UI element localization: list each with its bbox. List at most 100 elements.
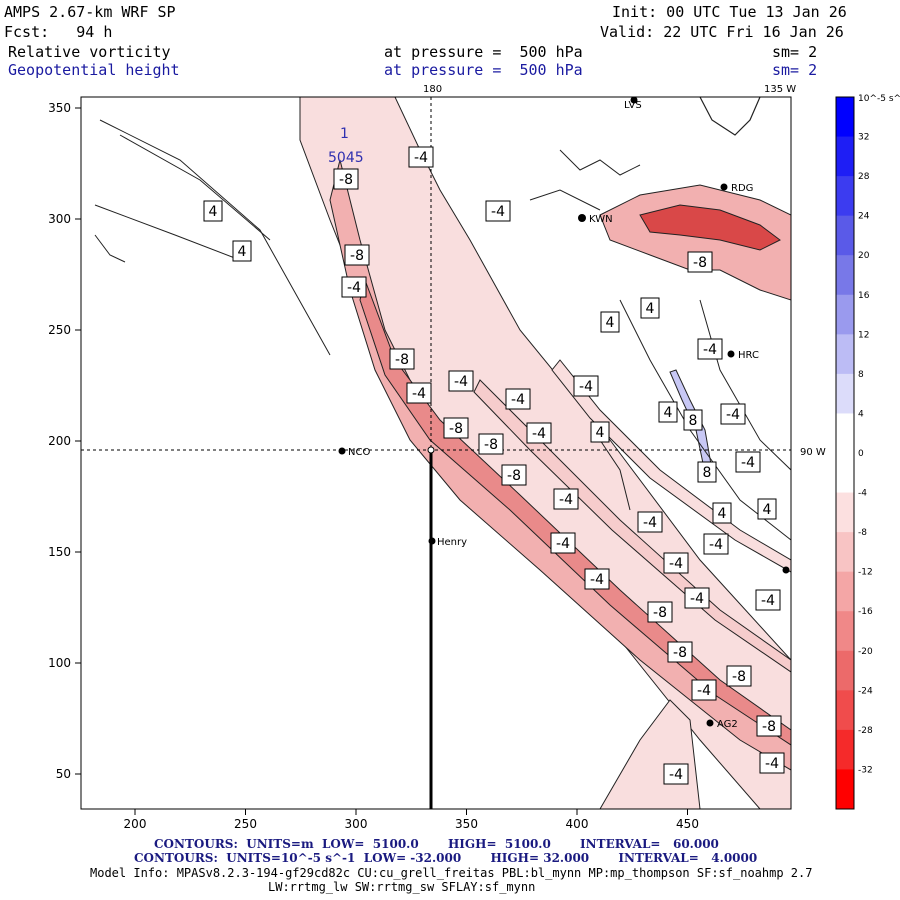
contour-label-text: 4 <box>209 204 218 220</box>
contour-label-text: -8 <box>762 719 776 735</box>
contour-label-text: -4 <box>532 426 546 442</box>
height-label-1: 1 <box>340 126 349 142</box>
y-tick-label: 150 <box>48 545 71 559</box>
colorbar-tick-label: 0 <box>858 449 864 459</box>
contour-label-text: 4 <box>664 405 673 421</box>
colorbar-swatch <box>836 690 854 731</box>
contour-label-text: -8 <box>693 255 707 271</box>
station-lvs-label: LVS <box>624 100 642 111</box>
label-90w: 90 W <box>800 447 826 458</box>
field1-smoothing: sm= 2 <box>772 43 818 61</box>
y-tick-label: 300 <box>48 212 71 226</box>
contour-label-box <box>697 338 723 360</box>
contour-label-box <box>647 601 673 623</box>
contour-label-box <box>697 461 717 483</box>
contour-label-box <box>406 382 432 404</box>
colorbar-tick-label: 4 <box>858 409 864 419</box>
station-henry-label: Henry <box>437 537 467 548</box>
colorbar-swatch <box>836 453 854 494</box>
contour-label-box <box>757 498 777 520</box>
x-tick-label: 250 <box>234 817 257 831</box>
station-kwn-label: KWN <box>589 214 613 225</box>
colorbar: 32 28 24 20 16 12 8 4 0 -4 -8 -12 -16 -20 -24 -28 -32 <box>835 96 873 810</box>
contour-label-text: 4 <box>646 301 655 317</box>
contour-label-box <box>600 311 620 333</box>
neg-vorticity-core <box>359 278 791 746</box>
contour-label-box <box>478 433 504 455</box>
contour-label-box <box>573 375 599 397</box>
x-tick-label: 400 <box>566 817 589 831</box>
colorbar-swatch <box>836 176 854 217</box>
stations: NCO Henry KWN RDG HRC AG2 LVS <box>338 96 790 730</box>
colorbar-tick-label: 28 <box>858 172 870 182</box>
contour-label-box <box>667 641 693 663</box>
colorbar-frame <box>835 96 855 810</box>
field2-name: Geopotential height <box>8 61 180 79</box>
contour-label-text: -8 <box>653 605 667 621</box>
contour-label-box <box>684 587 710 609</box>
contour-label-text: 4 <box>606 315 615 331</box>
contour-label-text: -4 <box>643 515 657 531</box>
contour-label-box <box>683 409 703 431</box>
contour-label-box <box>712 502 732 524</box>
plot-frame <box>80 96 792 810</box>
contour-label-box <box>443 417 469 439</box>
colorbar-swatch <box>836 136 854 177</box>
contour-label-box <box>756 715 782 737</box>
station-nco-marker <box>338 447 346 455</box>
colorbar-tick-label: -12 <box>858 568 873 578</box>
contour-label-text: 8 <box>689 413 698 429</box>
contour-label-text: -8 <box>350 248 364 264</box>
colorbar-swatch <box>836 97 854 138</box>
station-kwn-marker <box>578 214 586 222</box>
contour-label-text: -8 <box>732 669 746 685</box>
contour-label-box <box>485 200 511 222</box>
contour-label-box <box>735 451 761 473</box>
contour-label-text: -4 <box>669 767 683 783</box>
colorbar-tick-label: -20 <box>858 647 873 657</box>
contour-label-text: -4 <box>412 386 426 402</box>
field1-name: Relative vorticity <box>8 43 171 61</box>
colorbar-swatch <box>836 492 854 533</box>
contour-label-box <box>344 244 370 266</box>
contour-label-box <box>726 665 752 687</box>
contour-label-box <box>203 200 223 222</box>
x-tick-label: 300 <box>345 817 368 831</box>
x-tick-label: 450 <box>676 817 699 831</box>
contour-label-box <box>640 297 660 319</box>
contour-label-text: -4 <box>590 572 604 588</box>
south-pole-marker <box>427 446 435 454</box>
contour-label-box <box>663 552 689 574</box>
contour-label-box <box>553 488 579 510</box>
colorbar-swatch <box>836 294 854 335</box>
field2-pressure: at pressure = 500 hPa <box>384 61 583 79</box>
colorbar-tick-label: 8 <box>858 370 864 380</box>
colorbar-tick-label: -16 <box>858 607 873 617</box>
colorbar-unit: 10^-5 s^-1 <box>858 94 900 104</box>
contour-label-text: 4 <box>238 244 247 260</box>
colorbar-swatch <box>836 571 854 612</box>
footer-height-contours: CONTOURS: UNITS=m LOW= 5100.0 HIGH= 5100… <box>154 837 719 851</box>
colorbar-swatch <box>836 650 854 691</box>
contour-label-text: -8 <box>673 645 687 661</box>
contour-label-text: -4 <box>726 407 740 423</box>
colorbar-tick-label: -28 <box>858 726 873 736</box>
y-tick-label: 200 <box>48 434 71 448</box>
colorbar-tick-label: -4 <box>858 489 867 499</box>
contour-label-box <box>333 168 359 190</box>
footer-model-info: Model Info: MPASv8.2.3-194-gf29cd82c CU:… <box>90 866 813 880</box>
contour-label-text: -4 <box>491 204 505 220</box>
y-axis: 350 300 250 200 150 100 50 <box>48 101 81 781</box>
colorbar-swatch <box>836 413 854 454</box>
contour-label-text: 4 <box>718 506 727 522</box>
colorbar-tick-label: 24 <box>858 212 870 222</box>
footer-model-info-2: LW:rrtmg_lw SW:rrtmg_sw SFLAY:sf_mynn <box>268 880 536 894</box>
contour-label-box <box>658 401 678 423</box>
contour-label-text: -4 <box>556 536 570 552</box>
contour-label-box <box>663 763 689 785</box>
station-rdg-marker <box>720 183 728 191</box>
station-ag2-label: AG2 <box>717 719 738 730</box>
contour-label-text: -4 <box>347 280 361 296</box>
field1-pressure: at pressure = 500 hPa <box>384 43 583 61</box>
contour-label-box <box>720 403 746 425</box>
